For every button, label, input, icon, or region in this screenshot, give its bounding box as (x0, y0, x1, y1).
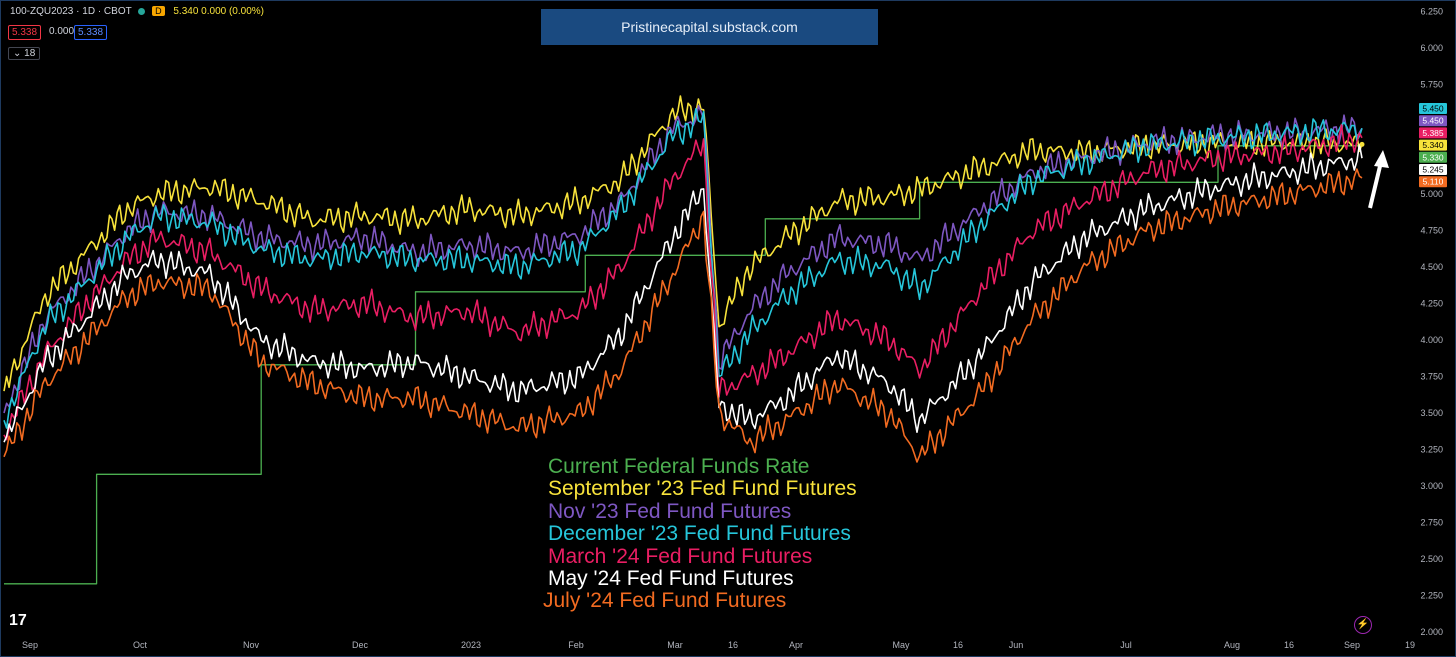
y-tick-label: 6.250 (1420, 7, 1443, 17)
price-label-text: 5.245 (1422, 165, 1444, 175)
y-tick-label: 2.000 (1420, 627, 1443, 637)
x-tick-label: Jun (1009, 640, 1024, 650)
legend-item: Current Federal Funds Rate (548, 455, 810, 478)
price-label-bg (1419, 164, 1447, 175)
chevron-down-icon: ⌄ (13, 48, 22, 59)
y-tick-label: 3.500 (1420, 408, 1443, 418)
x-tick-label: 16 (953, 640, 963, 650)
ask-price[interactable]: 5.338 (74, 25, 108, 40)
market-status-icon (138, 7, 146, 15)
price-label-bg (1419, 115, 1447, 127)
legend-item: March '24 Fed Fund Futures (548, 544, 813, 568)
legend-item: May '24 Fed Fund Futures (548, 567, 794, 591)
price-label: 5.450 (1419, 103, 1447, 114)
x-tick-label: 2023 (461, 640, 481, 650)
y-axis: 6.2506.0005.7505.5005.2505.0004.7504.500… (1420, 7, 1443, 638)
price-label: 5.330 (1419, 151, 1447, 163)
x-tick-label: Oct (133, 640, 148, 650)
y-tick-label: 5.750 (1420, 80, 1443, 90)
y-tick-label: 4.250 (1420, 299, 1443, 309)
lightning-icon[interactable]: ⚡ (1354, 616, 1372, 634)
x-tick-label: 19 (1405, 640, 1415, 650)
price-label-text: 5.450 (1422, 104, 1444, 114)
y-tick-label: 3.000 (1420, 481, 1443, 491)
price-label: 5.340 (1419, 139, 1447, 151)
price-label-bg (1419, 151, 1447, 163)
price-label-text: 5.340 (1422, 140, 1444, 150)
spread-value: 0.000 (49, 26, 75, 37)
series-line[interactable] (3, 107, 1363, 429)
price-label-bg (1419, 103, 1447, 114)
x-tick-label: Feb (568, 640, 584, 650)
y-tick-label: 6.000 (1420, 43, 1443, 53)
y-tick-label: 5.000 (1420, 189, 1443, 199)
y-tick-label: 4.000 (1420, 335, 1443, 345)
symbol-header[interactable]: 100-ZQU2023 · 1D · CBOT D 5.340 0.000 (0… (10, 6, 264, 17)
delay-badge: D (152, 6, 165, 16)
price-label: 5.110 (1419, 176, 1447, 188)
x-tick-label: Mar (667, 640, 683, 650)
price-label-bg (1419, 127, 1447, 139)
x-tick-label: 16 (728, 640, 738, 650)
price-label-text: 5.110 (1423, 177, 1444, 187)
tradingview-logo[interactable]: 17 (9, 612, 27, 629)
price-labels: 5.450 5.450 5.385 5.340 5.330 5.245 5.110 (1419, 103, 1447, 188)
series-line[interactable] (4, 145, 1362, 585)
price-label-text: 5.385 (1422, 128, 1444, 138)
x-tick-label: Apr (789, 640, 803, 650)
x-tick-label: Aug (1224, 640, 1240, 650)
indicator-count: 18 (24, 48, 36, 59)
legend: Current Federal Funds Rate September '23 … (543, 455, 857, 613)
legend-item: July '24 Fed Fund Futures (543, 589, 787, 613)
x-tick-label: Jul (1120, 640, 1132, 650)
series-line[interactable] (3, 95, 1363, 392)
price-label-text: 5.450 (1422, 116, 1444, 126)
price-label-bg (1419, 176, 1447, 188)
x-tick-label: 16 (1284, 640, 1294, 650)
legend-item: Nov '23 Fed Fund Futures (548, 499, 792, 523)
x-axis: Sep Oct Nov Dec 2023 Feb Mar 16 Apr May 16 Jun Jul Au… (22, 640, 1415, 650)
x-tick-label: Sep (22, 640, 38, 650)
y-tick-label: 2.750 (1420, 518, 1443, 528)
last-value-dot (1359, 141, 1365, 147)
price-label: 5.450 (1419, 115, 1447, 127)
price-label: 5.385 (1419, 127, 1447, 139)
legend-item: September '23 Fed Fund Futures (548, 477, 857, 501)
y-tick-label: 3.750 (1420, 372, 1443, 382)
series-line[interactable] (3, 143, 1363, 443)
y-tick-label: 3.250 (1420, 445, 1443, 455)
price-label-bg (1419, 139, 1447, 151)
watermark-banner: Pristinecapital.substack.com (541, 9, 878, 45)
series-lines (3, 95, 1365, 585)
y-tick-label: 2.500 (1420, 554, 1443, 564)
bid-price[interactable]: 5.338 (8, 25, 42, 40)
x-tick-label: Nov (243, 640, 260, 650)
x-tick-label: May (892, 640, 910, 650)
legend-item: December '23 Fed Fund Futures (548, 522, 851, 546)
price-label: 5.245 (1419, 164, 1447, 175)
symbol-label: 100-ZQU2023 · 1D · CBOT (10, 6, 132, 17)
indicators-collapse-button[interactable]: ⌄ 18 (8, 47, 41, 60)
y-tick-label: 4.750 (1420, 226, 1443, 236)
x-tick-label: Dec (352, 640, 369, 650)
ohlc-values: 5.340 0.000 (0.00%) (173, 6, 264, 17)
price-label-text: 5.330 (1422, 152, 1444, 162)
series-line[interactable] (3, 124, 1363, 441)
series-line[interactable] (3, 168, 1363, 463)
up-arrow-icon (1368, 150, 1389, 209)
y-tick-label: 2.250 (1420, 591, 1443, 601)
x-tick-label: Sep (1344, 640, 1360, 650)
y-tick-label: 4.500 (1420, 262, 1443, 272)
